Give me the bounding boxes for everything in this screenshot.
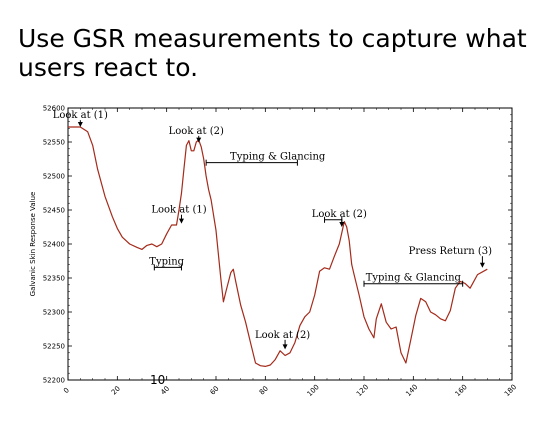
x-tick-label: 20 bbox=[110, 385, 122, 397]
slide-number: 10 bbox=[150, 373, 166, 387]
x-tick-label: 40 bbox=[159, 385, 171, 397]
y-tick-label: 52250 bbox=[43, 343, 65, 351]
annotation-label: Press Return (3) bbox=[409, 246, 492, 257]
annotation-label: Look at (2) bbox=[312, 209, 367, 220]
y-tick-label: 52450 bbox=[43, 207, 65, 215]
gsr-series-line bbox=[68, 126, 488, 367]
x-tick-label: 120 bbox=[355, 383, 370, 398]
annotation-arrow-head bbox=[282, 344, 288, 350]
annotation-label: Typing & Glancing bbox=[230, 152, 326, 163]
x-tick-label: 140 bbox=[404, 383, 419, 398]
x-tick-label: 180 bbox=[503, 383, 518, 398]
annotation-label: Typing bbox=[149, 256, 184, 267]
y-tick-label: 52350 bbox=[43, 275, 65, 283]
annotation-label: Typing & Glancing bbox=[366, 273, 462, 284]
annotation-arrow-head bbox=[178, 218, 184, 224]
y-tick-label: 52550 bbox=[43, 139, 65, 147]
annotation-label: Look at (1) bbox=[151, 205, 206, 216]
annotation-label: Look at (2) bbox=[255, 330, 310, 341]
annotation-arrow-head bbox=[196, 137, 202, 143]
y-axis-title: Galvanic Skin Response Value bbox=[29, 192, 37, 297]
x-tick-label: 100 bbox=[306, 383, 321, 398]
annotation-arrow-head bbox=[479, 262, 485, 268]
annotation-label: Look at (1) bbox=[53, 110, 108, 121]
annotation-arrow-head bbox=[339, 222, 345, 227]
y-tick-label: 52200 bbox=[43, 377, 65, 385]
y-tick-label: 52400 bbox=[43, 241, 65, 249]
y-tick-label: 52500 bbox=[43, 173, 65, 181]
annotation-arrow-head bbox=[77, 122, 83, 128]
x-tick-label: 160 bbox=[454, 383, 469, 398]
x-tick-label: 60 bbox=[209, 385, 221, 397]
annotation-label: Look at (2) bbox=[169, 126, 224, 137]
x-tick-label: 80 bbox=[258, 385, 270, 397]
y-tick-label: 52300 bbox=[43, 309, 65, 317]
slide-title: Use GSR measurements to capture what use… bbox=[18, 24, 527, 82]
x-tick-label: 0 bbox=[62, 386, 71, 395]
y-tick-label: 52600 bbox=[43, 105, 65, 113]
